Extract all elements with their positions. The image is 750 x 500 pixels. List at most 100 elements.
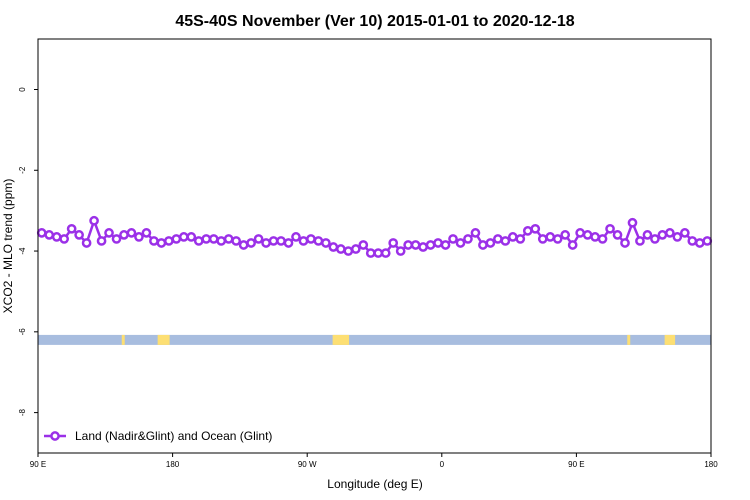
data-point (665, 228, 675, 238)
data-point (590, 232, 600, 242)
data-point (567, 240, 578, 250)
data-point (470, 228, 481, 238)
data-point (425, 240, 436, 250)
data-point (156, 238, 167, 248)
data-point (216, 236, 227, 246)
data-point (679, 228, 690, 238)
chart-title: 45S-40S November (Ver 10) 2015-01-01 to … (175, 13, 574, 30)
x-tick-label: 90 E (30, 460, 46, 469)
data-point (635, 236, 645, 246)
data-point (418, 242, 428, 252)
data-point (552, 234, 563, 244)
data-point (545, 232, 556, 242)
data-point (134, 232, 144, 242)
data-point (178, 232, 189, 242)
data-point (313, 236, 324, 246)
data-point (111, 234, 122, 244)
data-point (291, 232, 301, 242)
data-point (358, 240, 369, 250)
y-axis: 0 -2 -4 -6 -8 (18, 87, 38, 416)
data-point (283, 238, 294, 248)
x-tick-label: 0 (440, 460, 445, 469)
data-point (164, 236, 174, 246)
data-point (104, 228, 114, 238)
data-point (231, 236, 242, 246)
data-point (672, 232, 683, 242)
data-point (448, 234, 458, 244)
data-point (410, 240, 421, 250)
data-point (365, 248, 376, 258)
data-point (515, 234, 526, 244)
x-tick-label: 180 (166, 460, 180, 469)
data-point (463, 234, 473, 244)
legend-marker (50, 431, 60, 441)
y-tick-label: -4 (18, 247, 27, 255)
data-point (223, 234, 234, 244)
data-point (261, 238, 271, 248)
data-point (298, 236, 309, 246)
data-point (687, 236, 698, 246)
data-point (395, 246, 406, 256)
data-point (605, 223, 615, 234)
data-point (74, 230, 84, 240)
land-segment (157, 334, 170, 345)
data-point (530, 223, 541, 234)
data-point (455, 238, 466, 248)
legend-entry: Land (Nadir&Glint) and Ocean (Glint) (75, 429, 272, 443)
data-point (253, 234, 264, 244)
data-point (485, 238, 496, 248)
land-segment (664, 334, 676, 345)
data-point (336, 244, 346, 254)
data-point (642, 230, 653, 240)
data-point (373, 248, 384, 258)
data-point (612, 230, 623, 240)
data-point (627, 217, 638, 228)
data-point (500, 236, 511, 246)
data-point (119, 230, 129, 240)
x-axis-label: Longitude (deg E) (327, 477, 422, 491)
data-point (507, 232, 518, 242)
data-point (81, 238, 92, 248)
y-axis-label: XCO2 - MLO trend (ppm) (1, 179, 15, 314)
data-point (141, 228, 152, 238)
data-point (650, 234, 660, 244)
data-point (597, 234, 608, 244)
land-segment (121, 334, 125, 345)
data-point (186, 232, 197, 242)
data-point (193, 236, 204, 246)
data-point (537, 234, 548, 244)
plot-frame (37, 38, 712, 454)
x-tick-label: 90 W (298, 460, 317, 469)
data-point (126, 228, 137, 238)
data-point (51, 232, 62, 242)
data-point (44, 230, 55, 240)
data-point (268, 236, 279, 246)
data-point (306, 234, 316, 244)
land-segment (627, 334, 631, 345)
data-point (350, 244, 361, 254)
data-point (343, 246, 354, 256)
data-point (380, 248, 391, 258)
data-point (403, 240, 413, 250)
x-axis: 90 E 180 90 W 0 90 E 180 (30, 453, 718, 469)
data-point (36, 228, 47, 238)
data-point (149, 236, 159, 246)
data-point (171, 234, 182, 244)
data-point (522, 226, 533, 236)
data-point (246, 238, 256, 248)
ocean-band (38, 334, 711, 345)
y-tick-label: -2 (18, 166, 27, 174)
data-point (238, 240, 249, 250)
data-point (201, 234, 212, 244)
y-tick-label: -6 (18, 328, 27, 336)
y-tick-label: -8 (18, 409, 27, 417)
data-point (620, 238, 630, 248)
data-point (440, 240, 451, 250)
land-ocean-band (38, 334, 711, 345)
series-group (36, 215, 713, 258)
legend: Land (Nadir&Glint) and Ocean (Glint) (44, 429, 272, 443)
x-tick-label: 180 (704, 460, 718, 469)
data-point (493, 234, 503, 244)
y-tick-label: 0 (18, 87, 27, 92)
